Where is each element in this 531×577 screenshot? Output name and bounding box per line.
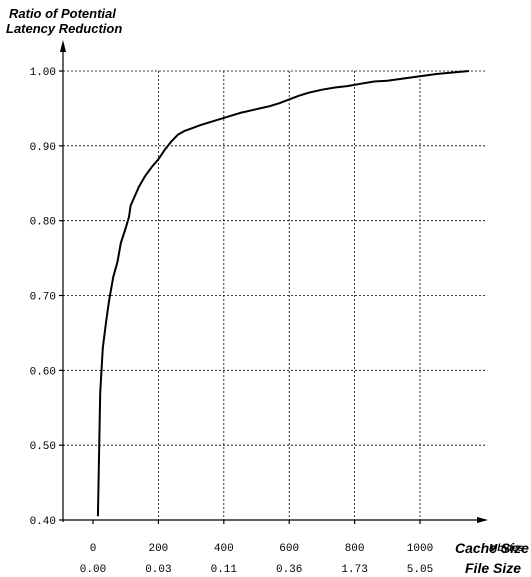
y-tick-label: 0.60 (30, 366, 56, 378)
x-axis-unit-label: Mbytes (489, 543, 524, 554)
axes (59, 40, 488, 524)
file-size-tick-label: 0.03 (145, 564, 171, 576)
y-tick-label: 0.50 (30, 441, 56, 453)
file-size-tick-label: 5.05 (407, 564, 433, 576)
x-tick-label: 600 (279, 543, 299, 555)
y-tick-label: 0.80 (30, 217, 56, 229)
series-curve (96, 70, 470, 517)
x-tick-label: 1000 (407, 543, 433, 555)
x-axis-arrowhead (477, 517, 488, 523)
file-size-tick-label: 0.11 (211, 564, 238, 576)
grid (63, 70, 485, 520)
file-size-label: File Size (465, 560, 521, 576)
x-tick-label: 0 (90, 543, 97, 555)
cache-size-label: Cache Size (455, 540, 529, 556)
y-tick-label: 1.00 (30, 67, 56, 79)
tick-labels: 0.40 0.50 0.60 0.70 0.80 0.90 1.00 0 0.00 200 0.03… (30, 67, 434, 576)
y-tick-label: 0.40 (30, 516, 56, 528)
y-axis-label-line-1: Ratio of Potential (9, 6, 116, 21)
file-size-tick-label: 1.73 (341, 564, 367, 576)
x-tick-label: 200 (148, 543, 168, 555)
y-axis-label-line-2: Latency Reduction (6, 21, 122, 36)
labels: Ratio of Potential Latency Reduction Mby… (6, 6, 529, 576)
latency-reduction-curve (96, 70, 470, 517)
y-axis-arrowhead (60, 40, 66, 52)
x-tick-label: 400 (214, 543, 234, 555)
file-size-tick-label: 0.36 (276, 564, 302, 576)
x-tick-label: 800 (345, 543, 365, 555)
y-tick-label: 0.90 (30, 142, 56, 154)
file-size-tick-label: 0.00 (80, 564, 106, 576)
y-tick-label: 0.70 (30, 292, 56, 304)
